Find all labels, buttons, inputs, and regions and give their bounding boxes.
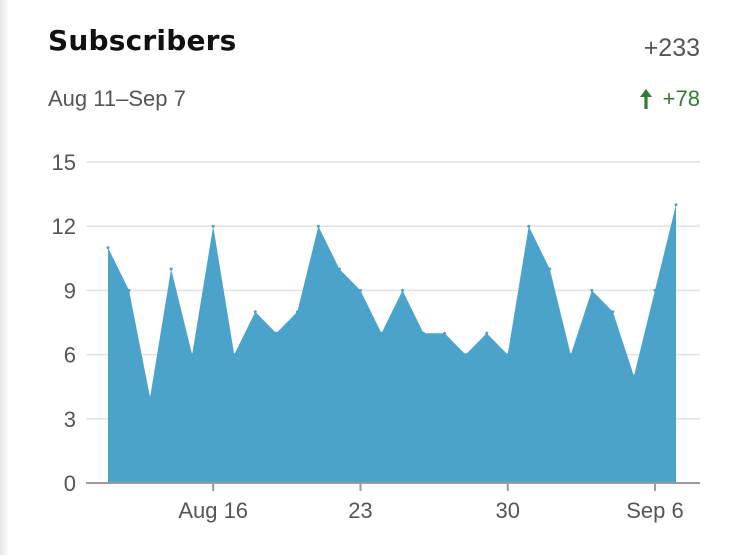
y-tick-label-12: 12: [52, 214, 76, 239]
area-fill: [108, 204, 676, 484]
data-point-18: [485, 331, 489, 335]
y-tick-label-0: 0: [64, 471, 76, 496]
data-point-15: [422, 331, 426, 335]
change-value: +78: [662, 86, 700, 111]
date-range: Aug 11–Sep 7: [48, 86, 186, 111]
total-subscribers: +233: [643, 34, 700, 62]
y-tick-label-9: 9: [64, 278, 76, 303]
data-point-6: [232, 353, 236, 357]
data-point-20: [527, 224, 531, 228]
data-point-24: [611, 310, 615, 314]
data-point-3: [169, 267, 173, 271]
y-tick-labels: 0 3 6 9 12 15: [52, 150, 76, 496]
x-tick-label-19: 30: [495, 498, 519, 523]
x-tick-label-26: Sep 6: [626, 498, 684, 523]
y-tick-label-15: 15: [52, 150, 76, 175]
x-axis: [86, 482, 700, 491]
data-point-11: [337, 267, 341, 271]
data-point-26: [653, 288, 657, 292]
data-point-7: [253, 310, 257, 314]
left-edge-shadow: [0, 0, 9, 555]
data-point-23: [590, 288, 594, 292]
arrow-up-icon: [639, 89, 652, 109]
x-tick-label-12: 23: [348, 498, 372, 523]
data-point-14: [401, 288, 405, 292]
card-title: Subscribers: [48, 24, 237, 57]
data-point-27: [674, 203, 678, 207]
data-point-25: [632, 374, 636, 378]
y-tick-label-6: 6: [64, 343, 76, 368]
data-point-10: [316, 224, 320, 228]
data-point-21: [548, 267, 552, 271]
data-point-4: [190, 353, 194, 357]
data-point-12: [358, 288, 362, 292]
data-point-8: [274, 331, 278, 335]
data-point-16: [443, 331, 447, 335]
data-point-5: [211, 224, 215, 228]
change-indicator: +78: [639, 86, 700, 112]
data-point-13: [379, 331, 383, 335]
data-point-1: [127, 288, 131, 292]
data-point-0: [106, 246, 110, 250]
x-tick-labels: Aug 16 23 30 Sep 6: [178, 498, 683, 523]
data-point-9: [295, 310, 299, 314]
area-series: [106, 203, 678, 484]
data-point-2: [148, 395, 152, 399]
data-point-22: [569, 353, 573, 357]
x-tick-label-5: Aug 16: [178, 498, 248, 523]
data-point-17: [464, 353, 468, 357]
y-tick-label-3: 3: [64, 407, 76, 432]
data-point-19: [506, 353, 510, 357]
